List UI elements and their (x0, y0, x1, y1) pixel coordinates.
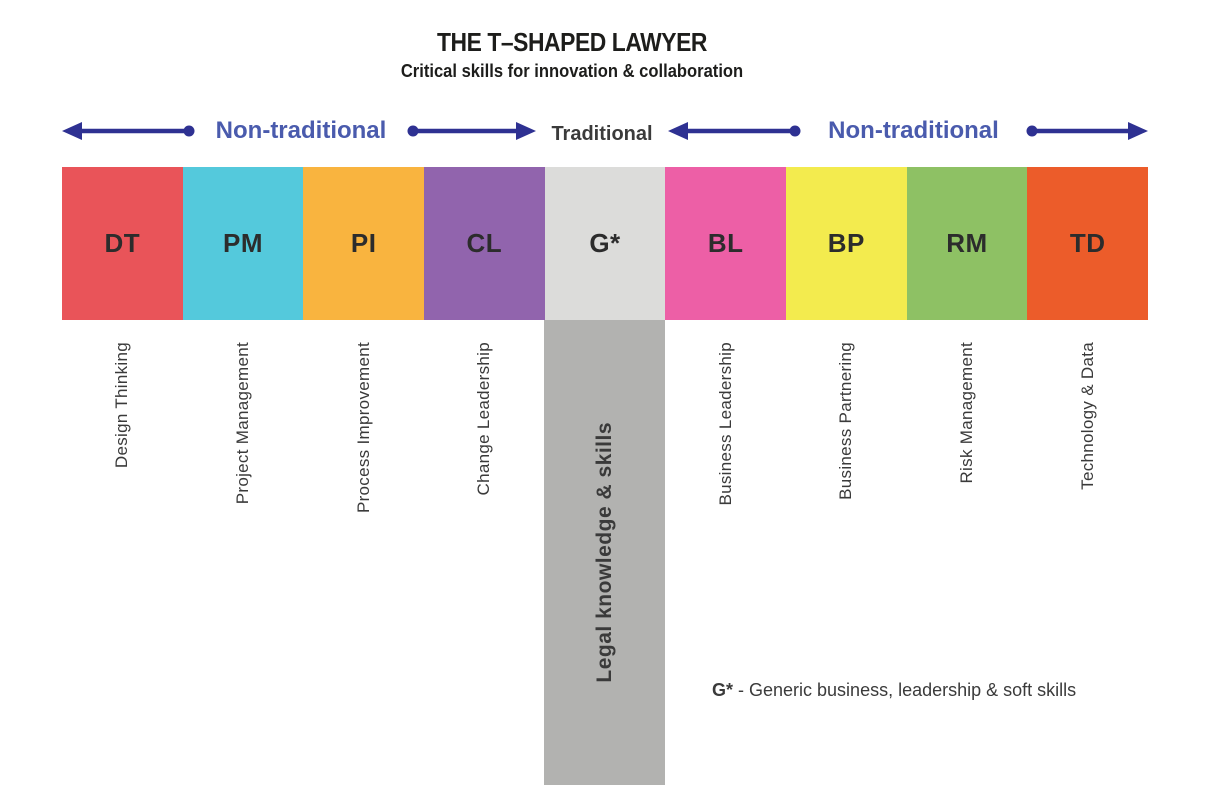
left-double-arrow (62, 122, 536, 140)
skill-name-center-spacer (545, 342, 666, 577)
skills-bar: DT PM PI CL G* BL BP RM TD (62, 167, 1148, 320)
arrow-dot-icon (183, 125, 195, 137)
right-double-arrow (668, 122, 1148, 140)
skill-name-design-thinking: Design Thinking (112, 342, 132, 469)
axis-arrows-graphic (62, 122, 1148, 140)
skill-block-dt: DT (62, 167, 183, 320)
skill-block-bl: BL (665, 167, 786, 320)
skill-name-change-leadership: Change Leadership (474, 342, 494, 496)
arrowhead-left-icon (668, 122, 688, 140)
skill-name-business-leadership: Business Leadership (715, 342, 735, 506)
skill-name-risk-management: Risk Management (956, 342, 976, 484)
footnote: G* - Generic business, leadership & soft… (712, 680, 1076, 701)
axis-label-non-traditional-left: Non-traditional (215, 117, 387, 144)
stem-column: Legal knowledge & skills (544, 320, 665, 785)
footnote-text: - Generic business, leadership & soft sk… (733, 680, 1077, 700)
footnote-prefix: G* (712, 680, 734, 700)
axis-label-non-traditional-right: Non-traditional (828, 117, 999, 144)
skill-block-pi: PI (303, 167, 424, 320)
arrowhead-right-icon (1128, 122, 1148, 140)
skill-block-pm: PM (182, 167, 304, 320)
skill-name-technology-data: Technology & Data (1077, 342, 1097, 490)
arrowhead-right-icon (516, 122, 536, 140)
page-subtitle: Critical skills for innovation & collabo… (400, 61, 744, 81)
axis-label-traditional: Traditional (551, 123, 653, 145)
skill-block-td: TD (1027, 167, 1148, 320)
skill-block-bp: BP (785, 167, 907, 320)
skill-name-labels: Design Thinking Project Management Proce… (62, 342, 1148, 577)
skill-name-business-partnering: Business Partnering (836, 342, 856, 500)
arrow-dot-icon (789, 125, 801, 137)
skill-name-project-management: Project Management (232, 342, 252, 505)
skill-block-g: G* (544, 167, 666, 320)
page-title: THE T–SHAPED LAWYER (436, 27, 708, 57)
skill-block-rm: RM (906, 167, 1028, 320)
arrowhead-left-icon (62, 122, 82, 140)
skill-name-process-improvement: Process Improvement (353, 342, 373, 514)
skill-block-cl: CL (423, 167, 545, 320)
